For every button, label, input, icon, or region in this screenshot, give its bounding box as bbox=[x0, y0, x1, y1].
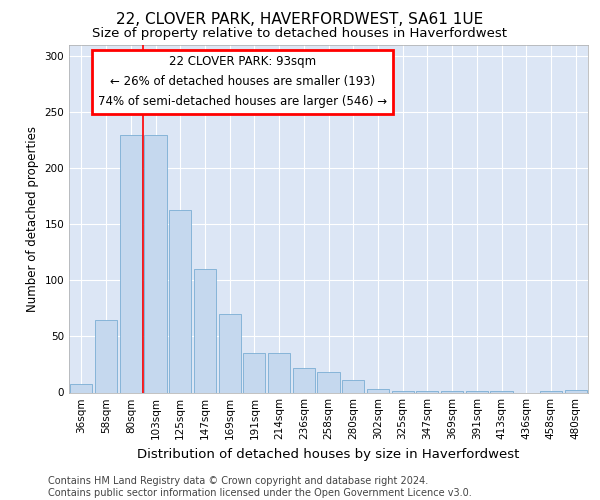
Bar bbox=[145, 134, 167, 392]
Text: Contains HM Land Registry data © Crown copyright and database right 2024.
Contai: Contains HM Land Registry data © Crown c… bbox=[48, 476, 472, 498]
Y-axis label: Number of detached properties: Number of detached properties bbox=[26, 126, 39, 312]
Text: Size of property relative to detached houses in Haverfordwest: Size of property relative to detached ho… bbox=[92, 28, 508, 40]
Bar bbox=[194, 269, 216, 392]
Bar bbox=[342, 380, 364, 392]
Bar bbox=[70, 384, 92, 392]
Bar bbox=[565, 390, 587, 392]
Bar bbox=[119, 134, 142, 392]
Bar bbox=[317, 372, 340, 392]
Bar bbox=[169, 210, 191, 392]
Bar bbox=[268, 354, 290, 393]
Bar bbox=[293, 368, 315, 392]
Bar bbox=[218, 314, 241, 392]
X-axis label: Distribution of detached houses by size in Haverfordwest: Distribution of detached houses by size … bbox=[137, 448, 520, 461]
Bar bbox=[367, 389, 389, 392]
Bar bbox=[95, 320, 117, 392]
Bar bbox=[243, 354, 265, 393]
Text: 22 CLOVER PARK: 93sqm
← 26% of detached houses are smaller (193)
74% of semi-det: 22 CLOVER PARK: 93sqm ← 26% of detached … bbox=[98, 56, 388, 108]
Text: 22, CLOVER PARK, HAVERFORDWEST, SA61 1UE: 22, CLOVER PARK, HAVERFORDWEST, SA61 1UE bbox=[116, 12, 484, 28]
